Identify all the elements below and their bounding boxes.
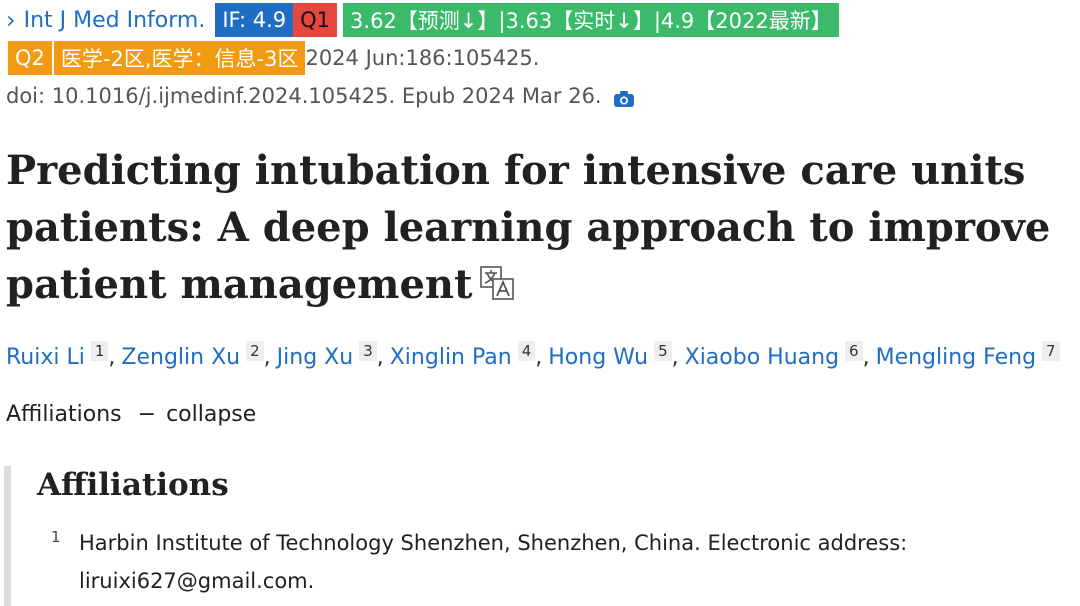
collapse-dash-icon: − [137,402,157,427]
affiliation-ref[interactable]: 6 [845,341,863,361]
translate-icon[interactable] [480,258,515,300]
author-link[interactable]: Ruixi Li [6,345,85,370]
title-text: Predicting intubation for intensive care… [6,147,1051,308]
author-link[interactable]: Hong Wu [548,345,649,370]
author-link[interactable]: Xiaobo Huang [684,345,840,370]
affiliation-ref[interactable]: 1 [90,341,109,361]
affiliation-text: Harbin Institute of Technology Shenzhen,… [79,531,908,593]
doi-line: doi: 10.1016/j.ijmedinf.2024.105425. Epu… [6,80,634,112]
collapse-label[interactable]: collapse [166,402,257,427]
affiliations-heading: Affiliations [37,467,229,503]
affiliation-ref[interactable]: 4 [517,341,536,361]
zone-badge: 医学-2区,医学：信息-3区 [53,41,306,75]
camera-icon[interactable] [613,88,634,107]
journal-link[interactable]: Int J Med Inform. [23,7,206,33]
affiliation-ref[interactable]: 3 [359,341,377,361]
affiliations-toggle[interactable]: Affiliations − collapse [6,402,256,427]
q1-badge: Q1 [293,3,338,37]
chevron-right-icon[interactable]: › [6,6,16,34]
citation-line-2: Q2 医学-2区,医学：信息-3区 2024 Jun:186:105425. [0,40,539,76]
affiliations-toggle-label: Affiliations [6,402,122,427]
article-title: Predicting intubation for intensive care… [6,142,1066,313]
author-link[interactable]: Xinglin Pan [389,345,512,370]
metrics-badge: 3.62【预测↓】|3.63【实时↓】|4.9【2022最新】 [343,3,839,37]
affiliations-panel: Affiliations 1 Harbin Institute of Techn… [4,466,1071,606]
author-link[interactable]: Jing Xu [276,345,354,370]
affiliation-ref[interactable]: 7 [1042,341,1060,361]
citation-line: › Int J Med Inform. IF: 4.9 Q1 3.62【预测↓】… [0,2,839,38]
author-link[interactable]: Mengling Feng [875,345,1037,370]
if-badge: IF: 4.9 [215,3,294,37]
affiliation-number: 1 [51,528,61,546]
author-link[interactable]: Zenglin Xu [121,345,241,370]
affiliation-ref[interactable]: 2 [246,341,264,361]
q2-badge: Q2 [8,41,52,75]
affiliation-ref[interactable]: 5 [654,341,672,361]
volume-text: 2024 Jun:186:105425. [305,46,540,70]
author-list: Ruixi Li 1, Zenglin Xu 2, Jing Xu 3, Xinglin P… [6,341,1060,370]
doi-text: doi: 10.1016/j.ijmedinf.2024.105425. Epu… [6,84,602,108]
